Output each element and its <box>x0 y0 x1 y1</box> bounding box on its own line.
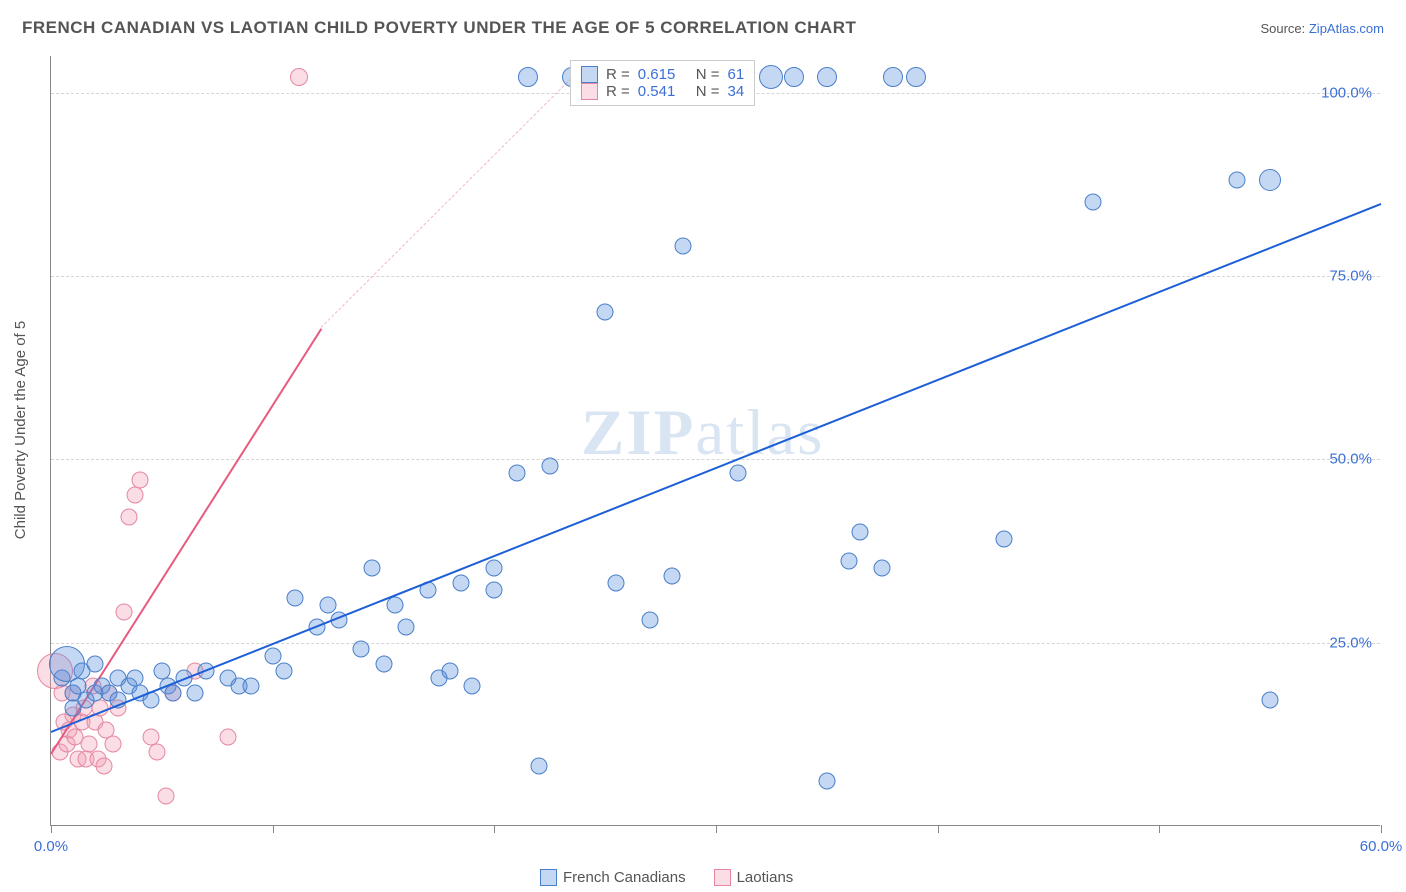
legend-item: Laotians <box>714 869 794 886</box>
legend-label: French Canadians <box>563 869 686 886</box>
y-tick-label: 75.0% <box>1329 268 1372 285</box>
stat-n-value: 61 <box>728 66 745 83</box>
stat-r-value: 0.541 <box>638 83 688 100</box>
data-point <box>96 758 113 775</box>
x-tick <box>716 825 717 833</box>
data-point <box>131 472 148 489</box>
source-attribution: Source: ZipAtlas.com <box>1260 21 1384 36</box>
data-point <box>290 68 308 86</box>
data-point <box>874 560 891 577</box>
legend-swatch <box>540 869 557 886</box>
data-point <box>1228 171 1245 188</box>
data-point <box>841 553 858 570</box>
stat-r-label: R = <box>606 66 630 83</box>
data-point <box>386 597 403 614</box>
data-point <box>397 619 414 636</box>
stat-n-value: 34 <box>728 83 745 100</box>
scatter-plot-area: ZIPatlas 25.0%50.0%75.0%100.0%0.0%60.0% <box>50 56 1380 826</box>
x-tick <box>51 825 52 833</box>
y-tick-label: 100.0% <box>1321 84 1372 101</box>
data-point <box>87 655 104 672</box>
data-point <box>158 787 175 804</box>
data-point <box>286 589 303 606</box>
data-point <box>883 67 903 87</box>
gridline-h <box>51 459 1380 460</box>
data-point <box>1084 193 1101 210</box>
gridline-h <box>51 643 1380 644</box>
data-point <box>187 685 204 702</box>
legend-item: French Canadians <box>540 869 686 886</box>
data-point <box>242 677 259 694</box>
stat-n-label: N = <box>696 66 720 83</box>
data-point <box>486 560 503 577</box>
data-point <box>818 773 835 790</box>
data-point <box>464 677 481 694</box>
data-point <box>730 465 747 482</box>
series-legend: French Canadians Laotians <box>540 869 793 886</box>
stat-n-label: N = <box>696 83 720 100</box>
data-point <box>375 655 392 672</box>
x-tick <box>1381 825 1382 833</box>
title-bar: FRENCH CANADIAN VS LAOTIAN CHILD POVERTY… <box>22 18 1384 38</box>
legend-swatch <box>714 869 731 886</box>
data-point <box>608 575 625 592</box>
gridline-h <box>51 276 1380 277</box>
stat-r-label: R = <box>606 83 630 100</box>
data-point <box>518 67 538 87</box>
data-point <box>127 487 144 504</box>
y-tick-label: 25.0% <box>1329 634 1372 651</box>
data-point <box>852 523 869 540</box>
data-point <box>220 729 237 746</box>
series-swatch <box>581 83 598 100</box>
chart-title: FRENCH CANADIAN VS LAOTIAN CHILD POVERTY… <box>22 18 856 38</box>
data-point <box>1262 692 1279 709</box>
data-point <box>105 736 122 753</box>
series-swatch <box>581 66 598 83</box>
data-point <box>508 465 525 482</box>
data-point <box>784 67 804 87</box>
watermark-bold: ZIP <box>581 397 695 469</box>
stats-row: R = 0.615 N = 61 <box>581 66 744 83</box>
data-point <box>530 758 547 775</box>
source-prefix: Source: <box>1260 21 1308 36</box>
stat-r-value: 0.615 <box>638 66 688 83</box>
data-point <box>597 303 614 320</box>
data-point <box>116 604 133 621</box>
data-point <box>120 509 137 526</box>
data-point <box>486 582 503 599</box>
data-point <box>674 237 691 254</box>
data-point <box>453 575 470 592</box>
data-point <box>541 457 558 474</box>
data-point <box>320 597 337 614</box>
x-tick <box>494 825 495 833</box>
data-point <box>759 65 783 89</box>
data-point <box>442 663 459 680</box>
data-point <box>906 67 926 87</box>
y-tick-label: 50.0% <box>1329 451 1372 468</box>
data-point <box>1259 169 1281 191</box>
y-axis-label: Child Poverty Under the Age of 5 <box>12 321 29 539</box>
trend-line <box>51 203 1382 733</box>
trend-line <box>321 78 572 328</box>
legend-label: Laotians <box>737 869 794 886</box>
data-point <box>275 663 292 680</box>
source-link[interactable]: ZipAtlas.com <box>1309 21 1384 36</box>
data-point <box>364 560 381 577</box>
x-tick-label: 0.0% <box>34 838 68 855</box>
x-tick <box>273 825 274 833</box>
x-tick-label: 60.0% <box>1360 838 1403 855</box>
data-point <box>663 567 680 584</box>
data-point <box>264 648 281 665</box>
data-point <box>817 67 837 87</box>
stats-row: R = 0.541 N = 34 <box>581 83 744 100</box>
data-point <box>353 641 370 658</box>
x-tick <box>938 825 939 833</box>
correlation-stats-box: R = 0.615 N = 61 R = 0.541 N = 34 <box>570 60 755 106</box>
data-point <box>996 531 1013 548</box>
data-point <box>164 685 181 702</box>
data-point <box>149 743 166 760</box>
data-point <box>641 611 658 628</box>
x-tick <box>1159 825 1160 833</box>
